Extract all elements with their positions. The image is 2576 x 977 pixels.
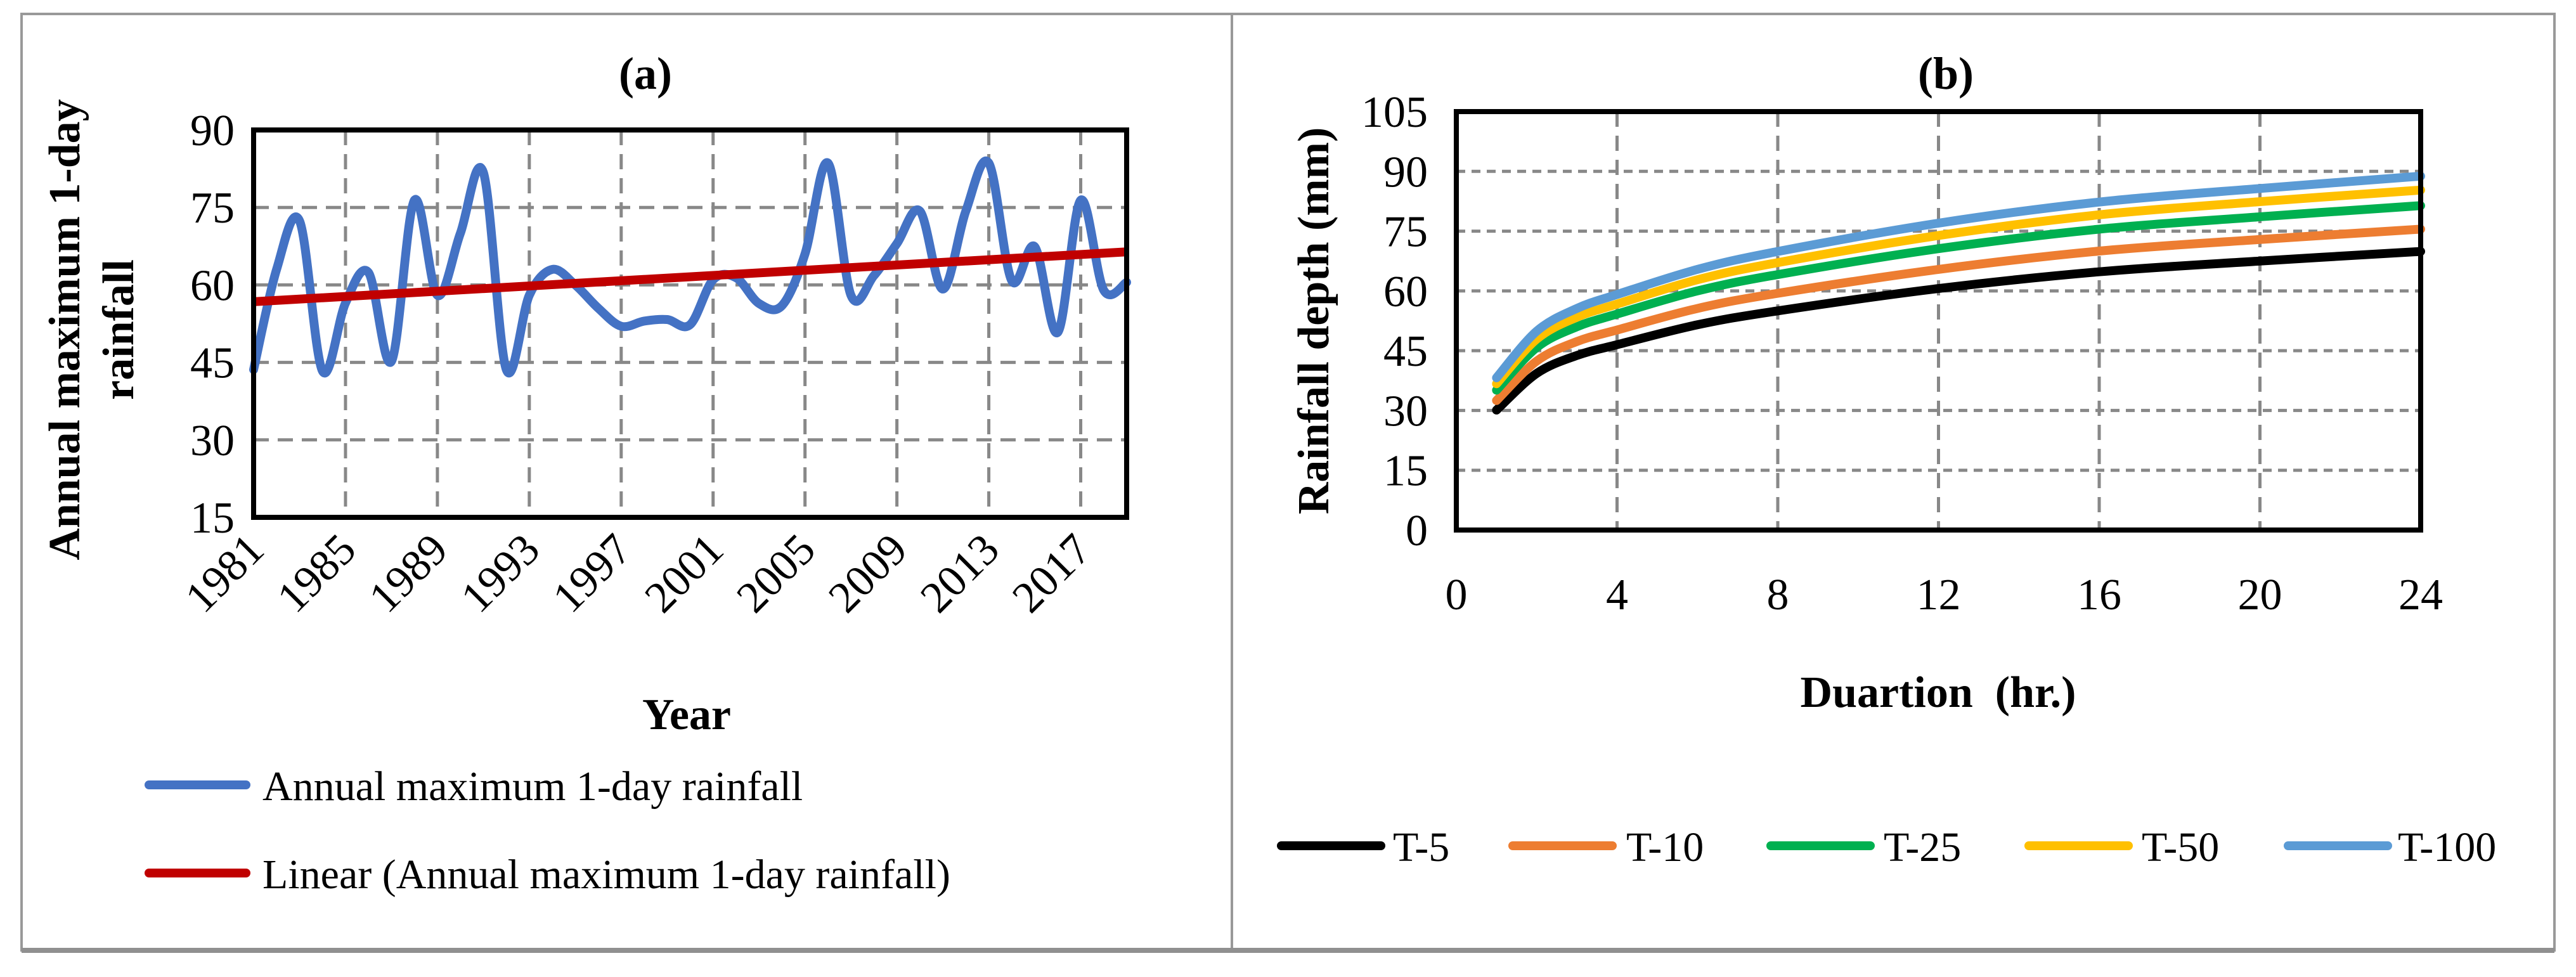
chart-a-legend: Annual maximum 1-day rainfall Linear (An… bbox=[145, 763, 950, 898]
y-tick-label: 15 bbox=[1383, 447, 1428, 496]
chart-b-title: (b) bbox=[1918, 48, 1974, 99]
chart-b-y-ticks: 0 15 30 45 60 75 90 105 bbox=[1361, 88, 1428, 555]
chart-a-y-ticks: 15 30 45 60 75 90 bbox=[190, 107, 235, 543]
x-tick-label: 4 bbox=[1606, 571, 1628, 619]
chart-b-y-title: Rainfall depth (mm) bbox=[1290, 127, 1338, 515]
x-tick-label: 1989 bbox=[360, 525, 457, 622]
chart-a-grid bbox=[254, 130, 1127, 517]
x-tick-label: 2017 bbox=[1003, 525, 1100, 622]
chart-b-series bbox=[1492, 171, 2425, 415]
y-tick-label: 45 bbox=[190, 339, 235, 388]
x-tick-label: 2001 bbox=[636, 525, 733, 622]
x-tick-label: 8 bbox=[1767, 571, 1789, 619]
legend-label-t-25: T-25 bbox=[1884, 824, 1961, 870]
legend-label-t-50: T-50 bbox=[2142, 824, 2219, 870]
y-tick-label: 75 bbox=[190, 184, 235, 233]
series-line-t-50 bbox=[1492, 185, 2425, 389]
chart-a-y-title-line1: Annual maximum 1-day bbox=[41, 99, 89, 560]
y-tick-label: 0 bbox=[1406, 507, 1428, 555]
chart-a-y-title-line2: rainfall bbox=[94, 259, 143, 400]
x-tick-label: 16 bbox=[2077, 571, 2121, 619]
series-line-t-10 bbox=[1492, 224, 2425, 405]
series-line-annual-max bbox=[249, 157, 1131, 378]
y-tick-label: 105 bbox=[1361, 88, 1428, 137]
series-line-t-100 bbox=[1492, 171, 2425, 382]
series-line-t-5 bbox=[1492, 247, 2425, 415]
y-tick-label: 30 bbox=[190, 417, 235, 465]
legend-label-annual: Annual maximum 1-day rainfall bbox=[262, 763, 803, 810]
legend-label-t-10: T-10 bbox=[1626, 824, 1704, 870]
x-tick-label: 1985 bbox=[268, 525, 365, 622]
chart-a-plot-border bbox=[251, 127, 1129, 520]
legend-label-linear: Linear (Annual maximum 1-day rainfall) bbox=[262, 851, 950, 898]
x-tick-label: 1993 bbox=[452, 525, 549, 622]
x-tick-label: 12 bbox=[1917, 571, 1961, 619]
y-tick-label: 90 bbox=[190, 107, 235, 155]
legend-label-t-5: T-5 bbox=[1393, 824, 1449, 870]
chart-b-grid bbox=[1456, 112, 2421, 530]
x-tick-label: 20 bbox=[2238, 571, 2282, 619]
chart-a: (a) 15 30 45 60 75 90 19811985198919931997200… bbox=[41, 48, 1131, 898]
y-tick-label: 45 bbox=[1383, 327, 1428, 376]
series-line-linear-trend bbox=[253, 247, 1127, 306]
x-tick-label: 2013 bbox=[911, 525, 1008, 622]
x-tick-label: 24 bbox=[2398, 571, 2443, 619]
y-tick-label: 15 bbox=[190, 494, 235, 543]
y-tick-label: 60 bbox=[1383, 268, 1428, 316]
chart-b: (b) 0 15 30 45 60 75 90 105 0 4 8 12 16 20 24 Rainfal… bbox=[1277, 48, 2496, 870]
x-tick-label: 0 bbox=[1446, 571, 1468, 619]
chart-b-x-title: Duartion (hr.) bbox=[1801, 668, 2076, 717]
x-tick-label: 1997 bbox=[544, 525, 641, 622]
series-line-t-25 bbox=[1492, 201, 2425, 395]
chart-a-x-title: Year bbox=[642, 690, 731, 739]
y-tick-label: 90 bbox=[1383, 148, 1428, 197]
chart-b-legend: T-5 T-10 T-25 T-50 T-100 bbox=[1277, 824, 2496, 870]
chart-a-title: (a) bbox=[619, 48, 672, 99]
chart-a-series bbox=[249, 157, 1131, 378]
figure-frame bbox=[20, 13, 2556, 952]
chart-b-plot-border bbox=[1454, 109, 2423, 533]
x-tick-label: 2005 bbox=[728, 525, 825, 622]
chart-b-x-ticks: 0 4 8 12 16 20 24 bbox=[1446, 571, 2443, 619]
y-tick-label: 30 bbox=[1383, 387, 1428, 436]
legend-label-t-100: T-100 bbox=[2398, 824, 2496, 870]
y-tick-label: 75 bbox=[1383, 208, 1428, 257]
y-tick-label: 60 bbox=[190, 261, 235, 310]
x-tick-label: 2009 bbox=[820, 525, 917, 622]
